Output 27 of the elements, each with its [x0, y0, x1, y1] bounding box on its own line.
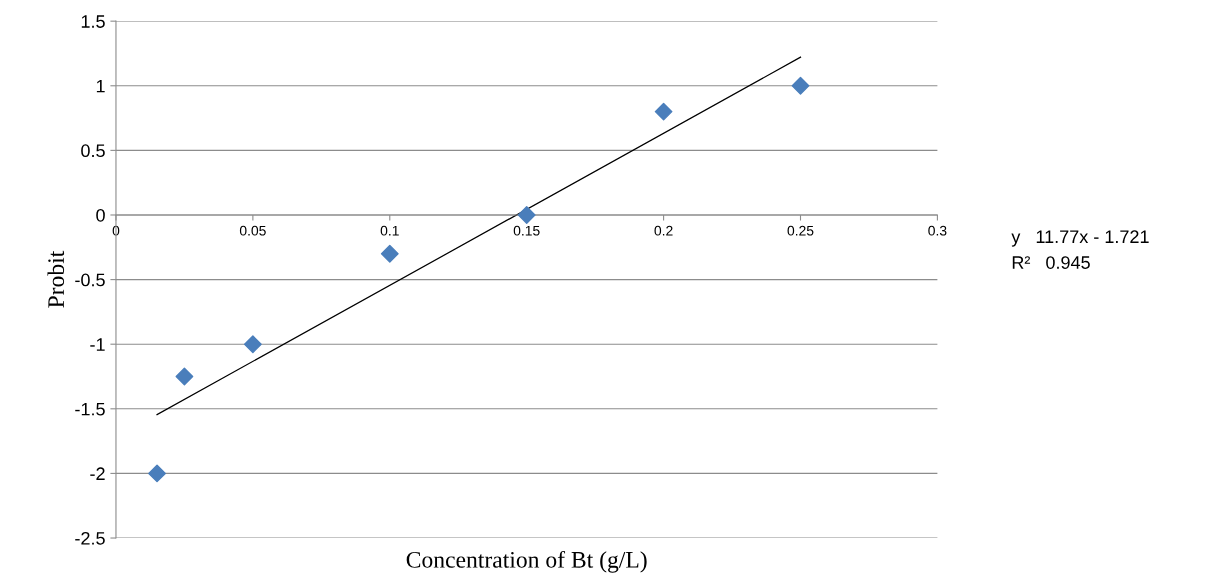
y-tick-label: -1 — [90, 338, 105, 351]
point — [148, 464, 166, 483]
y-tick-label: -2.5 — [75, 531, 105, 545]
x-tick-label: 0.15 — [513, 225, 540, 236]
y-axis-title: Probit — [47, 250, 65, 308]
x-tick-label: 0.1 — [380, 225, 399, 236]
x-tick-label: 0.25 — [787, 225, 814, 236]
point — [654, 102, 673, 121]
point — [517, 206, 536, 224]
point — [791, 76, 810, 95]
point — [380, 244, 399, 263]
x-tick-label: 0 — [112, 225, 120, 236]
text: R² 0.945 — [1012, 256, 1090, 269]
y-tick-label: -2 — [90, 467, 105, 480]
y-tick-label: -1.5 — [75, 402, 105, 416]
point — [175, 367, 194, 386]
y-tick-label: 0.5 — [81, 144, 105, 158]
y-tick-label: -0.5 — [75, 273, 105, 287]
x-axis-title: Concentration of Bt (g/L) — [406, 550, 647, 573]
text: y 11.77x - 1.721 — [1011, 230, 1149, 247]
y-tick-label: 1 — [96, 79, 105, 93]
x-tick-label: 0.2 — [654, 225, 673, 236]
point — [243, 335, 262, 354]
y-tick-label: 0 — [96, 208, 105, 222]
x-tick-label: 0.3 — [928, 225, 947, 236]
x-tick-label: 0.05 — [239, 225, 266, 236]
y-tick-label: 1.5 — [81, 15, 105, 28]
